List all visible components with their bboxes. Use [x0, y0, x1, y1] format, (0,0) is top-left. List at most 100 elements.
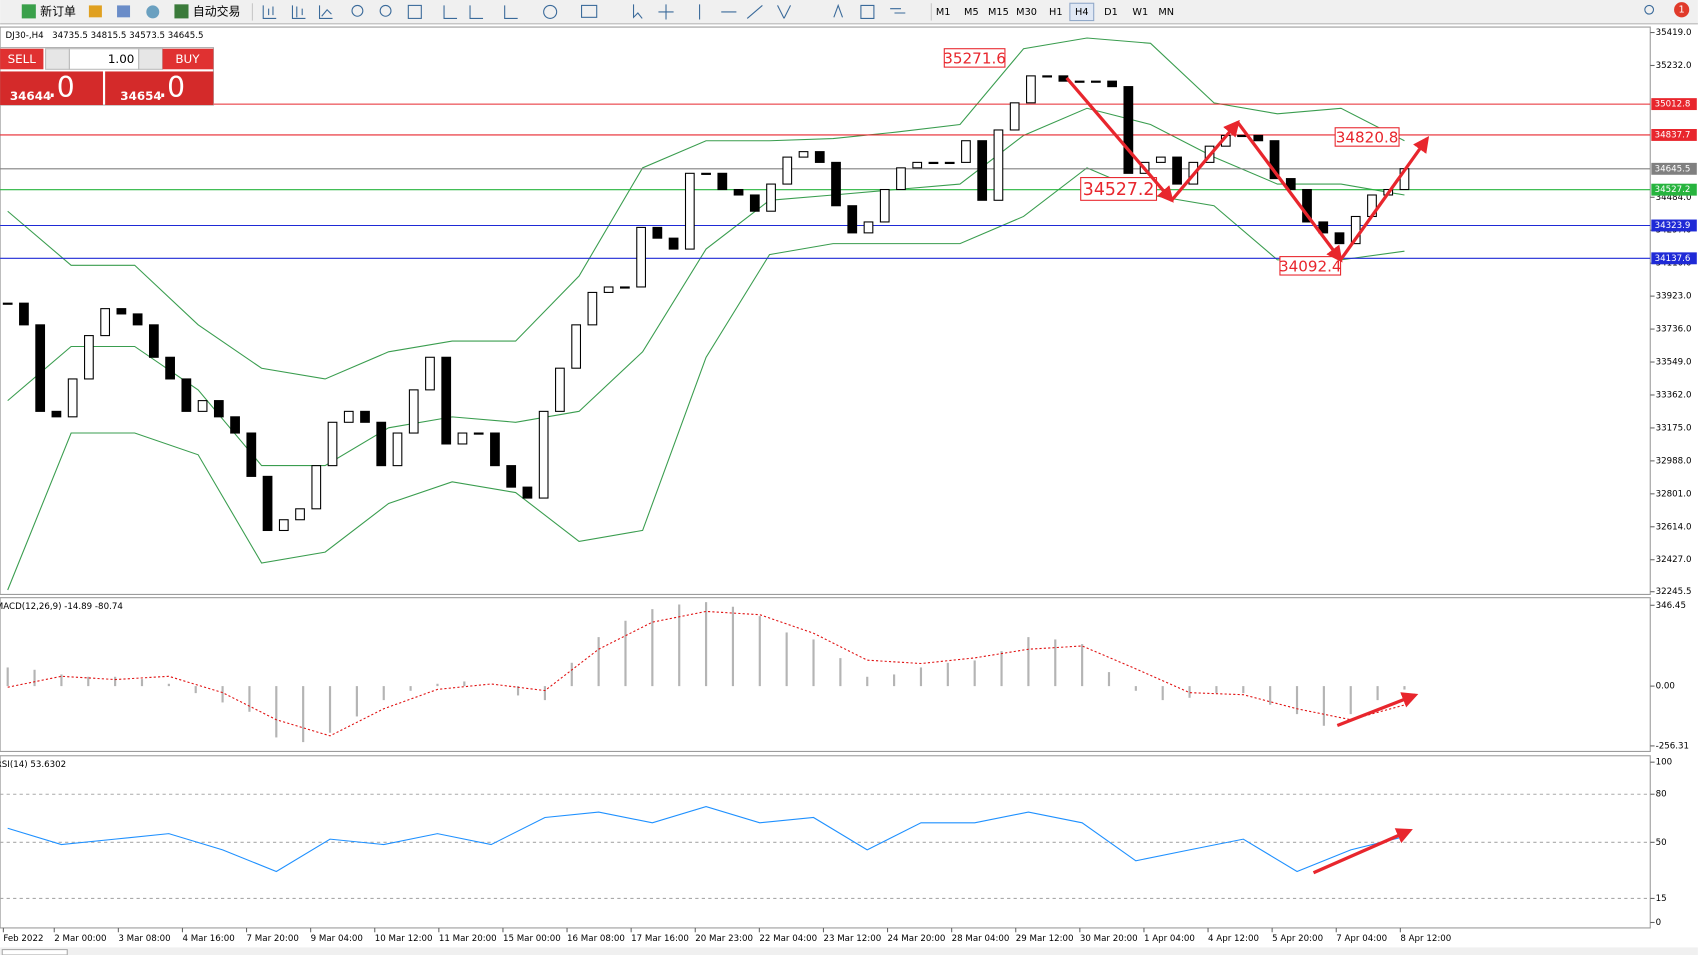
timeframe-button[interactable]: M15 [988, 7, 1009, 18]
ask-fraction[interactable]: .0 [158, 71, 185, 104]
sell-label[interactable]: SELL [8, 52, 37, 66]
candle [1042, 75, 1053, 78]
candle [506, 465, 517, 488]
y-tick-label: 34484.0 [1656, 193, 1692, 203]
candle [457, 432, 468, 445]
ask[interactable]: 34654 [120, 89, 161, 103]
price-level-label: 34837.7 [1655, 130, 1691, 140]
tab[interactable] [1, 949, 68, 955]
candle [896, 167, 906, 191]
annotation: 34820.8 [1336, 129, 1399, 147]
candle [343, 410, 354, 423]
annotation: 35271.6 [943, 50, 1006, 68]
candle [19, 302, 29, 326]
indicator-title: MACD(12,26,9) -14.89 -80.74 [0, 602, 123, 612]
icon[interactable] [117, 5, 131, 18]
candle [132, 313, 143, 326]
y-tick-label: 32427.0 [1656, 555, 1692, 565]
timeframe-button[interactable]: M5 [964, 7, 979, 18]
x-tick-label: 9 Mar 04:00 [311, 934, 363, 944]
timeframe-button[interactable]: MN [1158, 7, 1174, 18]
y-tick-label: 50 [1656, 838, 1667, 848]
candle [928, 161, 939, 165]
x-tick-label: 15 Mar 00:00 [503, 934, 561, 944]
candle [863, 221, 874, 234]
timeframe-button[interactable]: D1 [1104, 7, 1118, 18]
candle [84, 335, 94, 380]
bid-box[interactable] [0, 71, 103, 106]
candle [961, 140, 971, 163]
lot-down[interactable] [45, 48, 70, 70]
x-tick-label: 4 Mar 16:00 [182, 934, 234, 944]
x-tick-label: 28 Mar 04:00 [952, 934, 1010, 944]
candle [798, 151, 809, 158]
candle [831, 161, 841, 207]
icon[interactable] [88, 5, 102, 18]
y-tick-label: 35419.0 [1656, 28, 1692, 38]
buy-button[interactable] [162, 48, 214, 70]
candle [1074, 80, 1085, 83]
timeframe-button[interactable]: M1 [936, 7, 951, 18]
notification-badge[interactable] [1674, 2, 1690, 18]
x-tick-label: 4 Apr 12:00 [1208, 934, 1259, 944]
y-tick-label: 33736.0 [1656, 325, 1692, 335]
x-tick-label: 8 Apr 12:00 [1400, 934, 1451, 944]
x-tick-label: 29 Mar 12:00 [1016, 934, 1074, 944]
timeframe-button[interactable]: H4 [1075, 7, 1089, 18]
candle [408, 389, 419, 434]
toolbar-icons[interactable] [262, 3, 906, 20]
candle [684, 172, 695, 250]
x-tick-label: 7 Mar 20:00 [247, 934, 299, 944]
lot-up[interactable] [138, 48, 164, 70]
candle [603, 286, 614, 293]
price-level-tag [1651, 129, 1697, 141]
candle [1237, 134, 1247, 138]
candle [1155, 156, 1166, 163]
annotation-box [1080, 177, 1158, 201]
candle [1302, 188, 1312, 223]
bid[interactable]: 34644 [10, 89, 51, 103]
price-level-tag [1651, 219, 1697, 232]
timeframe-active[interactable] [1069, 2, 1095, 22]
candle [278, 519, 289, 532]
timeframe-button[interactable]: H1 [1049, 7, 1063, 18]
y-tick-label: 80 [1656, 790, 1667, 800]
candle [1334, 232, 1345, 245]
timeframe-button[interactable]: M30 [1016, 7, 1037, 18]
arrow [1339, 135, 1430, 261]
plots: 35419.035232.034484.034297.034110.033923… [0, 28, 1697, 944]
y-tick-label: 32614.0 [1656, 522, 1692, 532]
search-icon[interactable] [1644, 4, 1655, 15]
y-tick-label: 100 [1656, 758, 1673, 768]
timeframe-button[interactable]: W1 [1132, 7, 1148, 18]
auto-trading-button[interactable]: 自动交易 [193, 4, 241, 18]
y-tick-label: 0 [1656, 918, 1662, 928]
price-level-label: 34137.6 [1655, 254, 1691, 264]
new-order-icon[interactable] [21, 4, 36, 19]
x-tick-label: 16 Mar 08:00 [567, 934, 625, 944]
x-tick-label: 1 Apr 04:00 [1144, 934, 1195, 944]
icon[interactable] [146, 5, 160, 19]
lot-value[interactable]: 1.00 [108, 52, 135, 66]
candle [100, 308, 111, 337]
candle [1269, 140, 1280, 180]
y-tick-label: 32988.0 [1656, 456, 1692, 466]
ask-box[interactable] [105, 71, 214, 106]
new-order-button[interactable]: 新订单 [40, 4, 76, 18]
candle [392, 432, 403, 467]
y-tick-label: 33549.0 [1656, 358, 1692, 368]
x-tick-label: 30 Mar 20:00 [1080, 934, 1138, 944]
bid-fraction[interactable]: .0 [48, 71, 75, 104]
notification-count[interactable]: 1 [1679, 5, 1685, 16]
x-tick-label: 5 Apr 20:00 [1272, 934, 1323, 944]
y-tick-label: 33923.0 [1656, 292, 1692, 302]
candle [522, 486, 533, 499]
candle [749, 194, 760, 212]
buy-label[interactable]: BUY [175, 52, 200, 66]
timeframe-bar: M1 M5 M15 M30 H1 H4 D1 W1 MN [936, 2, 1174, 22]
y-tick-label: 346.45 [1656, 601, 1686, 611]
auto-trading-icon[interactable] [174, 4, 189, 19]
sell-button[interactable] [0, 48, 44, 70]
annotation: 34092.4 [1279, 257, 1342, 275]
y-tick-label: -256.31 [1656, 741, 1689, 751]
